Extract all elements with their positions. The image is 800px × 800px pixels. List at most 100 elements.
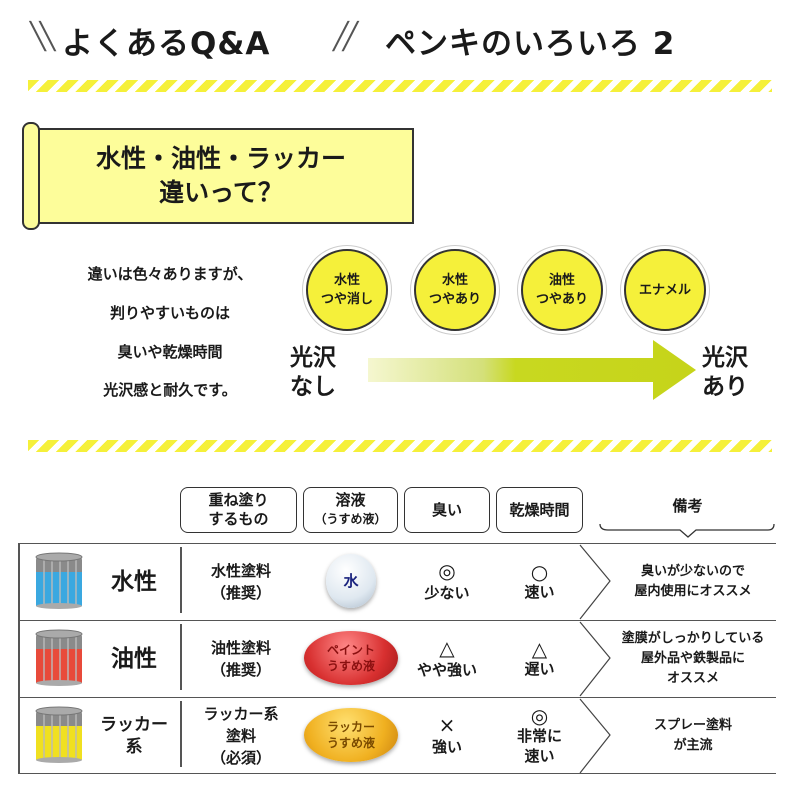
gloss-type-circle: エナメル [624,249,706,331]
chevron-icon [579,698,611,774]
row-recoat-paint: 油性塗料 （推奨） [182,620,300,697]
row-recoat-paint: ラッカー系塗料 （必須） [182,697,300,774]
banner-line: 違いって？ [159,178,283,207]
circle-text: 油性 [548,273,575,288]
cell-text: （必須） [210,748,271,767]
column-divider [180,624,182,690]
table-row [18,697,776,774]
chevron-icon [579,621,611,697]
rating-mark: × [438,712,456,737]
gloss-type-circle: 水性 つやあり [414,249,496,331]
cell-text: ラッカー [100,714,168,735]
row-border [18,620,20,697]
intro-line: 臭いや乾燥時間 [117,343,223,361]
scroll-roll-icon [22,122,40,230]
row-note: スプレー塗料 が主流 [608,697,778,774]
table-bottom-border [18,773,776,774]
header-text: 臭い [431,500,462,519]
cell-text: スプレー塗料 [653,717,732,733]
cell-text: 油性 [111,645,157,672]
header-recoat: 重ね塗り するもの [180,487,297,533]
rating-mark: ◎ [530,703,549,728]
header-solvent: 溶液 （うすめ液） [303,487,398,533]
label-text: あり [702,374,748,400]
cell-text: 塗料 [225,726,256,745]
gloss-high-label: 光沢 あり [702,344,748,402]
row-border [18,543,20,620]
label-text: なし [290,374,336,400]
rating-mark: ○ [530,559,549,584]
brace-icon [599,523,775,538]
circle-text: 水性 [333,273,360,288]
row-note: 塗膜がしっかりしている 屋外品や鉄製品に オススメ [608,620,778,697]
intro-line: 光沢感と耐久です。 [103,381,237,399]
stripe-divider [28,80,772,92]
cell-text: 水 [343,572,359,590]
intro-line: 違いは色々ありますが、 [87,265,253,283]
banner-line: 水性・油性・ラッカー [95,144,346,173]
header-smell: 臭い [404,487,490,533]
circle-text: エナメル [638,282,691,298]
cell-text: 水性 [111,568,157,595]
cell-text: ラッカー系 [203,704,279,723]
cell-text: オススメ [666,670,719,686]
cell-text: 系 [125,736,143,757]
header-text: 重ね塗り [208,491,269,509]
decor-slash: ╲╲ [30,22,55,52]
solvent-drop-icon: ペイント うすめ液 [304,631,398,685]
header-left-title: よくあるQ&A [62,26,271,62]
row-type: 水性 [90,543,178,620]
table-row [18,620,776,697]
column-divider [180,547,182,613]
column-divider [180,701,182,767]
label-text: 光沢 [702,345,748,371]
stripe-divider [28,440,772,452]
chevron-icon [579,544,611,620]
table-row [18,543,776,620]
row-smell: △ やや強い [404,620,490,697]
cell-text: うすめ液 [326,659,375,673]
circle-text: つやあり [535,292,588,307]
cell-text: 油性塗料 [210,638,271,657]
row-dry-time: ○ 速い [496,543,583,620]
row-smell: × 強い [404,697,490,774]
label-text: 光沢 [290,345,336,371]
row-smell: ◎ 少ない [404,543,490,620]
cell-text: 屋内使用にオススメ [634,583,752,599]
lacquer-paint-can-icon [35,706,83,763]
header-text: するもの [208,510,269,528]
row-type: 油性 [90,620,178,697]
cell-text: （推奨） [210,660,271,679]
cell-text: 遅い [524,659,555,678]
water-paint-can-icon [35,552,83,609]
gloss-type-circle: 油性 つやあり [521,249,603,331]
gloss-arrow-icon [368,340,696,400]
solvent-drop-icon: ラッカー うすめ液 [304,708,398,762]
header-text: （うすめ液） [314,512,387,526]
cell-text: 屋外品や鉄製品に [640,650,745,666]
cell-text: ラッカー [326,720,375,734]
circle-text: つや消し [320,292,373,307]
rating-mark: ◎ [438,558,456,583]
intro-line: 判りやすいものは [109,304,230,322]
circle-text: つやあり [428,292,481,307]
row-recoat-paint: 水性塗料 （推奨） [182,543,300,620]
cell-text: （推奨） [210,583,271,602]
row-border [18,697,20,774]
cell-text: 臭いが少ないので [640,563,745,579]
cell-text: 速い [524,582,555,601]
header-text: 乾燥時間 [509,500,570,519]
rating-mark: △ [439,635,455,660]
gloss-type-circle: 水性 つや消し [306,249,388,331]
cell-text: 塗膜がしっかりしている [621,630,765,646]
cell-text: 強い [431,737,462,756]
rating-mark: △ [531,636,548,661]
cell-text: 水性塗料 [210,561,271,580]
cell-text: が主流 [673,737,713,753]
oil-paint-can-icon [35,629,83,686]
decor-slash: ╱╱ [333,22,358,52]
cell-text: ペイント [326,643,375,657]
solvent-drop-icon: 水 [326,554,376,608]
circle-text: 水性 [441,273,468,288]
cell-text: 速い [524,746,555,765]
